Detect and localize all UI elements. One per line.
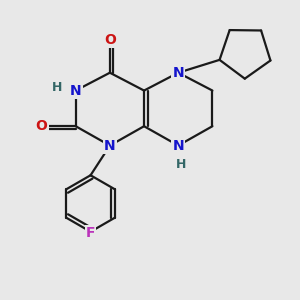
Text: H: H — [176, 158, 186, 171]
Text: N: N — [172, 139, 184, 152]
Text: F: F — [86, 226, 95, 240]
Text: H: H — [52, 81, 62, 94]
Text: N: N — [70, 84, 82, 98]
Text: N: N — [104, 139, 116, 152]
Text: N: N — [172, 66, 184, 80]
Text: O: O — [104, 33, 116, 47]
Text: O: O — [36, 119, 47, 133]
